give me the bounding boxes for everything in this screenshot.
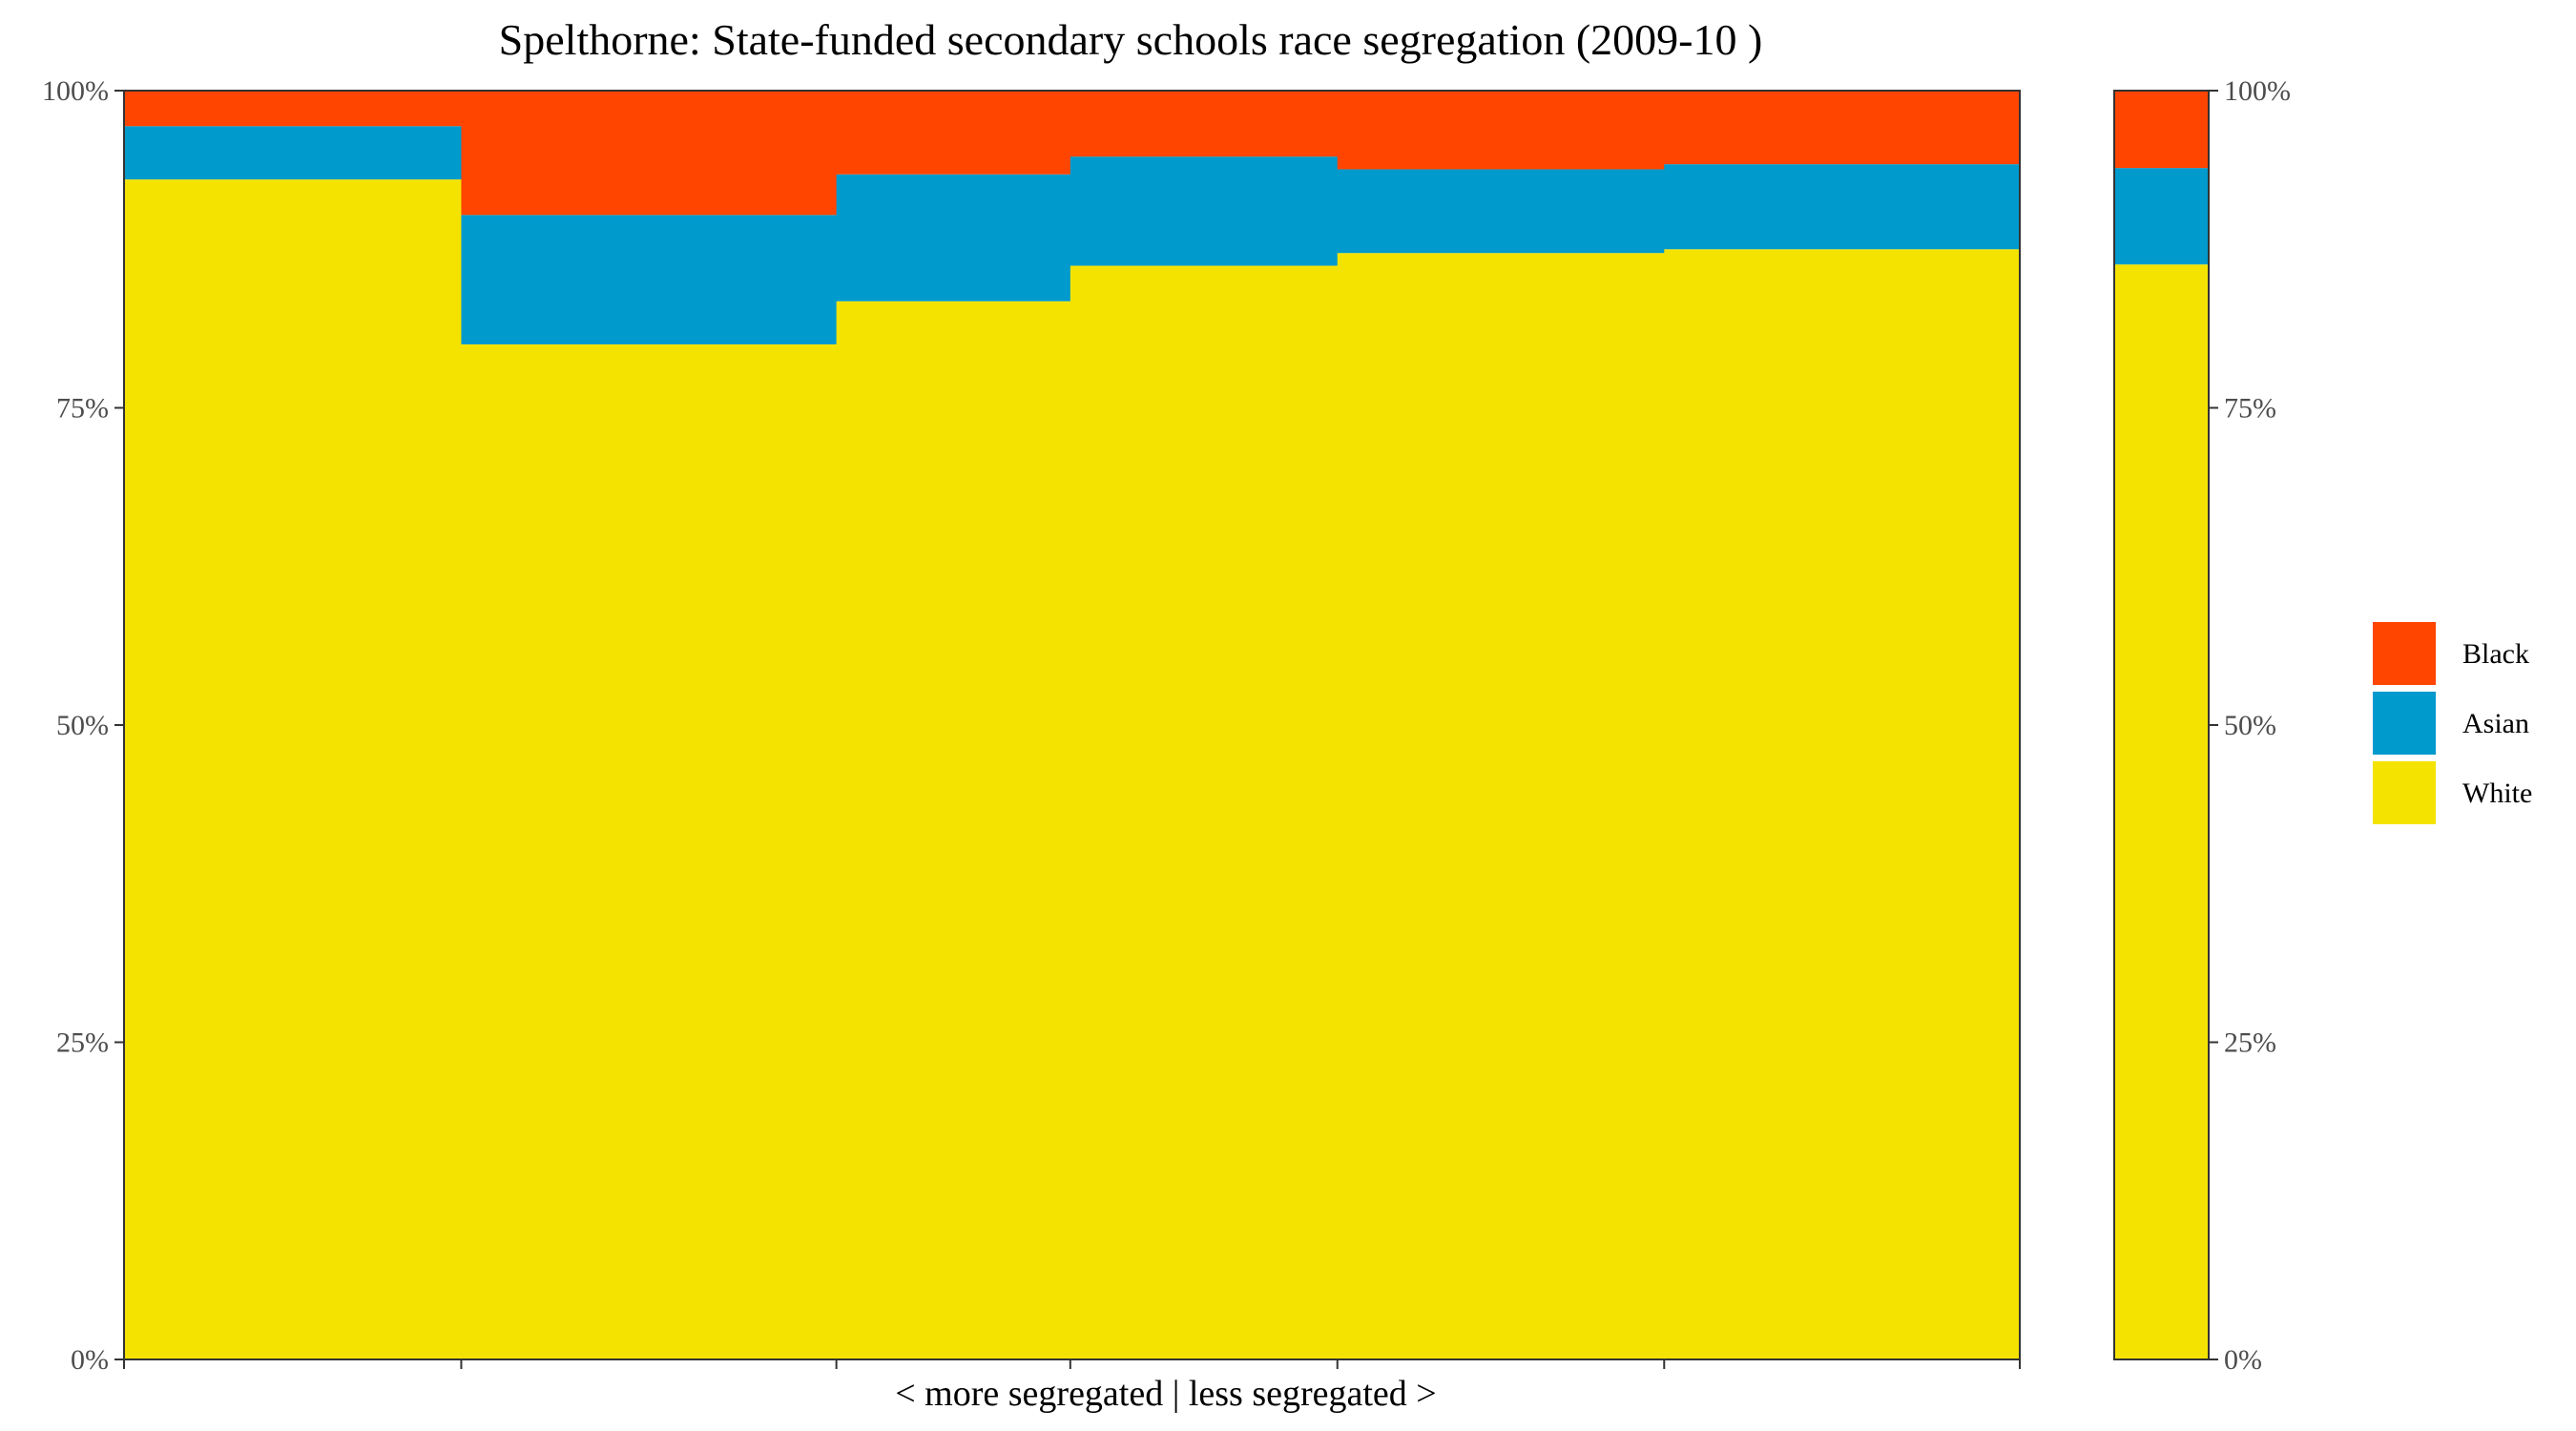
total-bar-segment-white	[2114, 264, 2209, 1360]
bar-segment-black-school-6	[1664, 91, 2021, 165]
bar-segment-asian-school-2	[461, 215, 838, 344]
bar-segment-asian-school-4	[1070, 156, 1339, 266]
axes-layer: 0% 0% 25% 25% 50% 50% 75% 75% 100% 100%	[42, 75, 2291, 1376]
legend-key-white	[2373, 761, 2436, 824]
y-tick-label-right: 25%	[2224, 1027, 2276, 1059]
legend-key-black	[2373, 622, 2436, 685]
total-bar-segment-asian	[2114, 168, 2209, 265]
bar-segment-asian-school-6	[1664, 164, 2021, 250]
legend-label-white: White	[2462, 778, 2532, 809]
bar-segment-white-school-5	[1337, 253, 1665, 1359]
chart-title: Spelthorne: State-funded secondary schoo…	[499, 15, 1763, 64]
bar-segment-black-school-2	[461, 91, 838, 216]
bar-segment-asian-school-5	[1337, 169, 1665, 254]
bar-segment-black-school-1	[124, 91, 463, 127]
y-tick-label-left: 0%	[71, 1344, 109, 1376]
bar-segment-white-school-2	[461, 344, 838, 1359]
y-tick-label-left: 75%	[56, 393, 109, 425]
bar-segment-asian-school-1	[124, 126, 463, 180]
bar-segment-white-school-1	[124, 179, 463, 1360]
legend-key-asian	[2373, 692, 2436, 755]
legend-label-asian: Asian	[2462, 708, 2529, 739]
legend-label-black: Black	[2462, 638, 2529, 670]
bar-segment-white-school-6	[1664, 249, 2021, 1359]
total-bar-segment-black	[2114, 91, 2209, 169]
y-tick-label-left: 50%	[56, 710, 109, 741]
x-axis-label: < more segregated | less segregated >	[895, 1374, 1436, 1414]
bar-segment-black-school-3	[836, 91, 1071, 175]
y-tick-label-right: 75%	[2224, 393, 2276, 425]
y-tick-label-right: 100%	[2224, 75, 2291, 107]
y-tick-label-left: 25%	[56, 1027, 109, 1059]
legend: Black Asian White	[2373, 622, 2532, 824]
y-tick-label-right: 0%	[2224, 1344, 2262, 1376]
bar-segment-black-school-5	[1337, 91, 1665, 170]
bar-segment-black-school-4	[1070, 91, 1339, 157]
bar-segment-white-school-3	[836, 301, 1071, 1359]
bars-layer	[124, 91, 2209, 1360]
bar-segment-white-school-4	[1070, 265, 1339, 1359]
y-tick-label-right: 50%	[2224, 710, 2276, 741]
bar-segment-asian-school-3	[836, 174, 1071, 301]
y-tick-label-left: 100%	[42, 75, 109, 107]
